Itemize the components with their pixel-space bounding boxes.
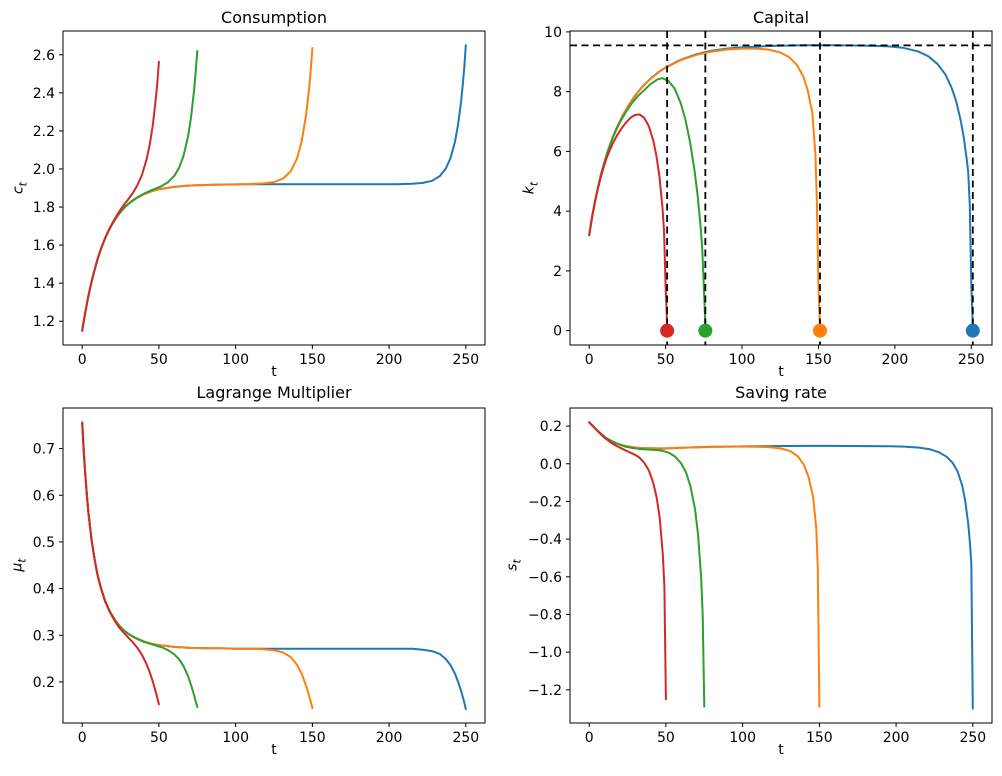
x-tick-label: 250: [452, 730, 479, 746]
y-tick-label: 1.6: [33, 238, 55, 254]
y-tick-label: 2.4: [33, 86, 55, 102]
x-tick-label: 250: [452, 352, 479, 368]
y-tick-label: 0.2: [540, 419, 562, 435]
ylabel-sub: t: [15, 558, 29, 563]
series-t75-line: [81, 421, 199, 709]
terminal-marker: [965, 323, 980, 338]
axes-frame: [569, 407, 993, 724]
x-tick-label: 200: [882, 352, 909, 368]
y-tick-label: 0.2: [33, 675, 55, 691]
y-tick-label: −0.6: [528, 570, 562, 586]
y-tick-label: 1.8: [33, 200, 55, 216]
series-t75-line: [588, 77, 707, 331]
series-t250-line: [81, 421, 467, 710]
y-tick-label: 0.6: [33, 488, 55, 504]
lagrange-multiplier-title: Lagrange Multiplier: [196, 383, 352, 402]
consumption-title: Consumption: [221, 8, 327, 27]
saving-rate-xlabel: t: [778, 742, 784, 758]
y-tick-label: 2.6: [33, 48, 55, 64]
y-tick-label: −1.0: [528, 645, 562, 661]
capital-plot: 0 50 100 150 200 250 0 2 4 6 8 10: [544, 25, 993, 368]
ylabel-base: μ: [9, 562, 26, 572]
x-tick-label: 0: [585, 352, 594, 368]
ylabel-base: s: [504, 563, 521, 571]
terminal-marker: [812, 323, 827, 338]
y-tick-label: 10: [544, 25, 562, 41]
x-tick-label: 100: [729, 730, 756, 746]
saving-rate-plot: 0 50 100 150 200 250 0.2 0.0 −0.2 −0.4 −0.6 −0.8 −1.…: [528, 407, 993, 746]
y-tick-label: 6: [553, 144, 562, 160]
x-tick-label: 200: [376, 730, 403, 746]
y-tick-label: −1.2: [528, 683, 562, 699]
capital-title: Capital: [752, 8, 810, 27]
y-tick-label: 4: [553, 204, 562, 220]
lagrange-multiplier-plot: 0 50 100 150 200 250 0.2 0.3 0.4 0.5 0.6 0.7: [33, 407, 486, 746]
series-t50-line: [81, 421, 160, 706]
y-tick-label: 2.2: [33, 124, 55, 140]
y-tick-label: 0.5: [33, 535, 55, 551]
ylabel-sub: t: [510, 559, 524, 564]
ylabel-sub: t: [527, 181, 541, 187]
terminal-marker: [660, 323, 675, 338]
y-tick-label: 0: [553, 324, 562, 340]
y-tick-label: 1.2: [33, 314, 55, 330]
axes-frame: [62, 30, 486, 346]
x-tick-label: 0: [78, 352, 87, 368]
series-t50-line: [81, 60, 160, 332]
lagrange-multiplier-ylabel: μt: [10, 558, 29, 571]
x-tick-label: 50: [657, 730, 675, 746]
series-t150-line: [81, 421, 314, 710]
ylabel-base: k: [521, 186, 538, 195]
y-tick-label: 8: [553, 85, 562, 101]
x-tick-label: 250: [958, 352, 985, 368]
y-tick-label: −0.8: [528, 607, 562, 623]
x-tick-label: 50: [150, 730, 168, 746]
x-tick-label: 100: [729, 352, 756, 368]
series-t150-line: [81, 47, 314, 332]
x-tick-label: 50: [150, 352, 168, 368]
axes-frame: [62, 407, 486, 724]
y-tick-label: 0.4: [33, 582, 55, 598]
ylabel-base: c: [10, 186, 27, 195]
series-t75-line: [588, 421, 706, 708]
y-tick-label: 0.3: [33, 628, 55, 644]
y-tick-label: 2: [553, 264, 562, 280]
x-tick-label: 0: [78, 730, 87, 746]
terminal-marker: [698, 323, 713, 338]
x-tick-label: 150: [299, 730, 326, 746]
saving-rate-title: Saving rate: [735, 383, 827, 402]
y-tick-label: 2.0: [33, 162, 55, 178]
x-tick-label: 150: [805, 352, 832, 368]
series-t50-line: [588, 421, 667, 701]
x-tick-label: 200: [376, 352, 403, 368]
series-t250-line: [81, 44, 467, 332]
x-tick-label: 50: [657, 352, 675, 368]
lagrange-multiplier-xlabel: t: [271, 742, 277, 758]
y-tick-label: −0.2: [528, 494, 562, 510]
y-tick-label: −0.4: [528, 532, 562, 548]
y-tick-label: 0.0: [540, 457, 562, 473]
ylabel-sub: t: [16, 181, 30, 187]
consumption-xlabel: t: [271, 364, 277, 380]
series-t50-line: [588, 113, 669, 331]
series-t75-line: [81, 50, 199, 332]
saving-rate-ylabel: st: [505, 559, 524, 571]
x-tick-label: 100: [222, 352, 249, 368]
x-tick-label: 150: [806, 730, 833, 746]
consumption-plot: 0 50 100 150 200 250 1.2 1.4 1.6 1.8 2.0 2.2 2.4 2.6: [33, 30, 486, 368]
axes-frame: [569, 30, 993, 346]
x-tick-label: 250: [959, 730, 986, 746]
x-tick-label: 100: [222, 730, 249, 746]
capital-xlabel: t: [778, 364, 784, 380]
consumption-ylabel: ct: [11, 182, 30, 194]
x-tick-label: 150: [299, 352, 326, 368]
y-tick-label: 1.4: [33, 276, 55, 292]
x-tick-label: 200: [883, 730, 910, 746]
y-tick-label: 0.7: [33, 442, 55, 458]
x-tick-label: 0: [585, 730, 594, 746]
capital-ylabel: kt: [522, 182, 541, 194]
